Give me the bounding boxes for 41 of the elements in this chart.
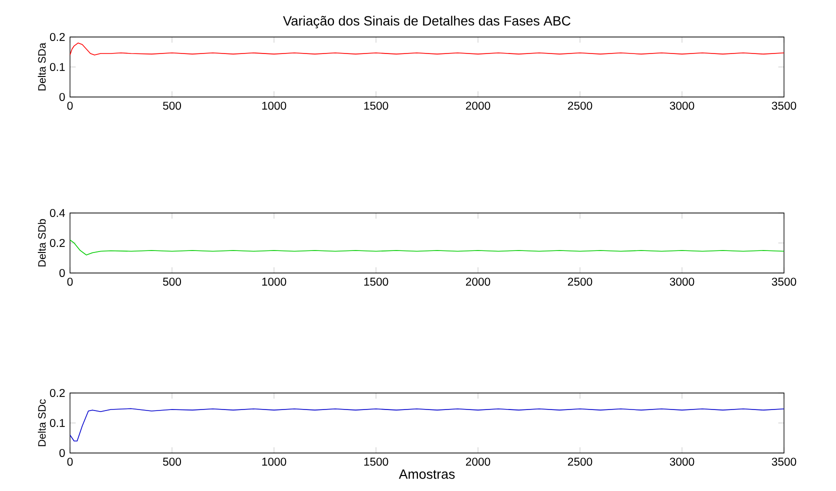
y-tick-label: 0.2 [50, 32, 65, 41]
line-series [70, 408, 784, 442]
x-tick-label: 2500 [568, 458, 592, 466]
x-tick-label: 2000 [466, 102, 490, 110]
x-tick-label: 500 [163, 458, 182, 466]
line-series [70, 42, 784, 56]
y-tick-label: 0.2 [50, 238, 65, 247]
x-tick-label: 0 [67, 458, 73, 466]
x-tick-label: 1000 [262, 458, 286, 466]
x-tick-label: 1500 [364, 102, 388, 110]
y-axis-title: Delta SDc [38, 399, 46, 446]
x-tick-label: 3500 [772, 102, 796, 110]
x-tick-label: 500 [163, 102, 182, 110]
x-tick-label: 1500 [364, 458, 388, 466]
x-tick-label: 1000 [262, 102, 286, 110]
y-tick-label: 0 [59, 92, 65, 101]
y-axis-title: Delta SDa [38, 42, 46, 90]
x-axis-title: Amostras [398, 470, 455, 479]
y-tick-label: 0 [59, 448, 65, 457]
line-series [70, 240, 784, 256]
x-tick-label: 3500 [772, 278, 796, 286]
x-tick-label: 1000 [262, 278, 286, 286]
y-tick-label: 0 [59, 268, 65, 277]
x-tick-label: 2500 [568, 102, 592, 110]
x-tick-label: 0 [67, 102, 73, 110]
y-tick-label: 0.1 [50, 62, 65, 71]
x-tick-label: 3000 [670, 278, 694, 286]
y-tick-label: 0.4 [50, 208, 65, 217]
y-tick-label: 0.2 [50, 388, 65, 397]
y-tick-label: 0.1 [50, 418, 65, 427]
x-tick-label: 3500 [772, 458, 796, 466]
x-tick-label: 2000 [466, 458, 490, 466]
x-tick-label: 1500 [364, 278, 388, 286]
x-tick-label: 2500 [568, 278, 592, 286]
chart-title: Variação dos Sinais de Detalhes das Fases ABC [283, 16, 570, 28]
y-axis-title: Delta SDb [38, 219, 46, 266]
x-tick-label: 3000 [670, 458, 694, 466]
x-tick-label: 0 [67, 278, 73, 286]
x-tick-label: 2000 [466, 278, 490, 286]
x-tick-label: 3000 [670, 102, 694, 110]
x-tick-label: 500 [163, 278, 182, 286]
